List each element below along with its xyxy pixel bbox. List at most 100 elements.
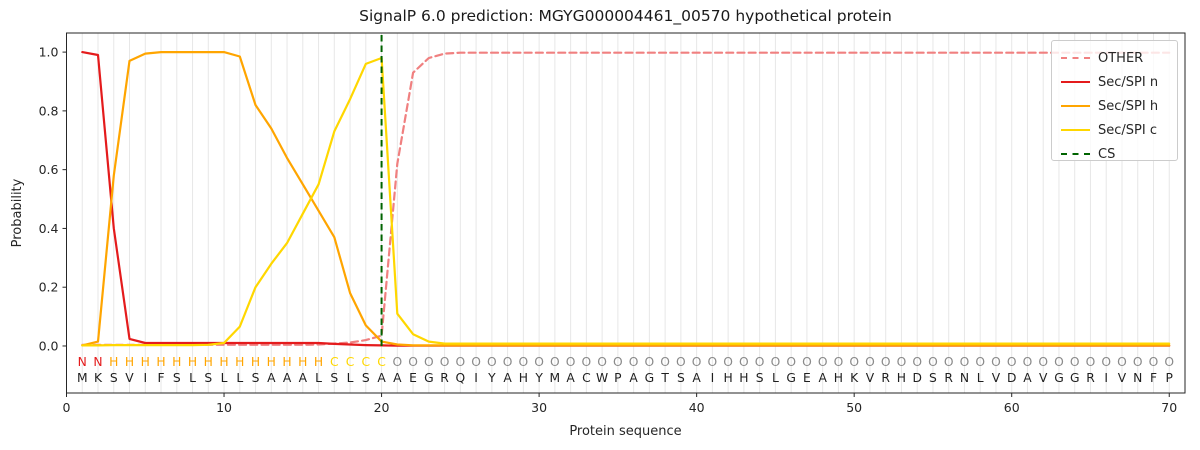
region-letter: O	[944, 355, 954, 369]
region-letter: C	[362, 355, 371, 369]
region-letter: H	[204, 355, 213, 369]
region-letter: O	[629, 355, 639, 369]
legend-item-cs: CS	[1052, 142, 1177, 166]
region-letter: O	[991, 355, 1001, 369]
x-tick-label: 0	[63, 400, 71, 415]
region-letter: O	[1164, 355, 1174, 369]
region-letter: O	[613, 355, 623, 369]
residue-letter: L	[189, 371, 196, 385]
residue-letter: A	[1023, 371, 1032, 385]
legend-item-sec-spi-n: Sec/SPI n	[1052, 70, 1177, 94]
region-letter: O	[1023, 355, 1033, 369]
series-line-sec-spi-h	[81, 50, 1171, 347]
legend-line-n-icon	[1061, 81, 1090, 83]
region-letter: O	[645, 355, 655, 369]
residue-letter: S	[110, 371, 118, 385]
residue-letter: R	[944, 371, 953, 385]
residue-letter: Y	[534, 371, 543, 385]
region-letter: O	[503, 355, 513, 369]
region-letter: O	[897, 355, 907, 369]
region-letter: H	[267, 355, 276, 369]
region-letter: H	[235, 355, 244, 369]
residue-letter: S	[330, 371, 338, 385]
residue-letter: I	[474, 371, 478, 385]
region-letter: H	[125, 355, 134, 369]
region-letter: O	[534, 355, 544, 369]
legend-item-sec-spi-c: Sec/SPI c	[1052, 118, 1177, 142]
y-tick-label: 0.8	[39, 103, 59, 118]
region-letter: H	[251, 355, 260, 369]
region-letter: O	[660, 355, 670, 369]
residue-letter: E	[803, 371, 811, 385]
region-letter: O	[692, 355, 702, 369]
series-line-sec-spi-n	[81, 50, 1171, 347]
legend-line-other-icon	[1061, 57, 1090, 59]
residue-letter: H	[834, 371, 843, 385]
residue-letter: A	[393, 371, 402, 385]
residue-letter: S	[204, 371, 212, 385]
legend-label: CS	[1098, 146, 1116, 162]
region-letter: O	[1054, 355, 1064, 369]
residue-letter: L	[977, 371, 984, 385]
residue-letter: M	[550, 371, 561, 385]
residue-letter: T	[660, 371, 669, 385]
residue-letter: R	[440, 371, 449, 385]
region-letter: O	[550, 355, 560, 369]
region-letter: O	[1133, 355, 1143, 369]
residue-letter: A	[503, 371, 512, 385]
y-tick-label: 0.4	[39, 221, 59, 236]
region-letter: N	[93, 355, 102, 369]
region-letter: O	[392, 355, 402, 369]
x-axis-label: Protein sequence	[569, 424, 682, 439]
residue-letter: A	[283, 371, 292, 385]
region-letter: O	[928, 355, 938, 369]
region-letter: O	[865, 355, 875, 369]
residue-letter: A	[566, 371, 575, 385]
region-letter: O	[739, 355, 749, 369]
residue-letter: W	[596, 371, 608, 385]
legend: OTHER Sec/SPI n Sec/SPI h Sec/SPI c CS	[1051, 40, 1178, 162]
residue-letter: V	[866, 371, 875, 385]
residue-letter: F	[1150, 371, 1157, 385]
region-letter: O	[755, 355, 765, 369]
residue-letter: V	[1118, 371, 1127, 385]
residue-letter: Q	[455, 371, 465, 385]
x-tick-label: 70	[1161, 400, 1177, 415]
residue-letter: L	[236, 371, 243, 385]
region-letter: H	[156, 355, 165, 369]
residue-letter: R	[881, 371, 890, 385]
residue-letter: A	[299, 371, 308, 385]
residue-letter: G	[786, 371, 796, 385]
residue-letter: C	[582, 371, 591, 385]
region-letter: O	[708, 355, 718, 369]
region-letter: N	[78, 355, 87, 369]
residue-letter: E	[409, 371, 417, 385]
residue-letter: G	[1054, 371, 1064, 385]
axes-box	[66, 32, 1186, 394]
region-letter: O	[455, 355, 465, 369]
region-letter: O	[975, 355, 985, 369]
x-tick-label: 60	[1004, 400, 1020, 415]
region-letter: H	[188, 355, 197, 369]
residue-letter: I	[711, 371, 715, 385]
residue-letter: L	[315, 371, 322, 385]
region-letter: O	[566, 355, 576, 369]
region-letter: O	[1117, 355, 1127, 369]
residue-letter: A	[818, 371, 827, 385]
region-letter: H	[219, 355, 228, 369]
region-letter: O	[1149, 355, 1159, 369]
residue-letter: V	[992, 371, 1001, 385]
residue-letter: L	[772, 371, 779, 385]
region-letter: O	[1038, 355, 1048, 369]
residue-letter: V	[1039, 371, 1048, 385]
x-tick-label: 10	[216, 400, 232, 415]
residue-letter: G	[645, 371, 655, 385]
legend-label: Sec/SPI c	[1098, 122, 1157, 138]
residue-letter: K	[850, 371, 859, 385]
residue-letter: P	[614, 371, 621, 385]
region-letter: O	[440, 355, 450, 369]
residue-letter: S	[756, 371, 764, 385]
legend-item-other: OTHER	[1052, 46, 1177, 70]
